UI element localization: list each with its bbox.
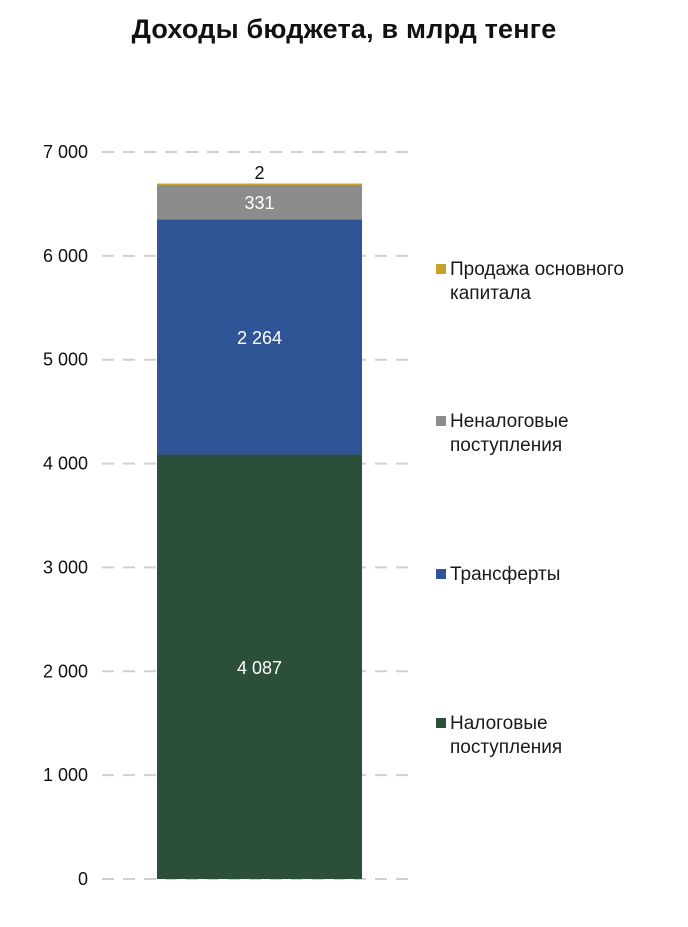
stacked-bar: [157, 183, 362, 879]
y-axis-tick-labels: 0 1 000 2 000 3 000 4 000 5 000 6 000 7 000: [43, 142, 88, 889]
legend-item: Налоговые поступления: [436, 713, 562, 758]
y-tick-label: 1 000: [43, 765, 88, 785]
legend-swatch: [436, 718, 446, 728]
y-tick-label: 4 000: [43, 454, 88, 474]
legend-label: поступления: [450, 737, 562, 758]
legend-swatch: [436, 416, 446, 426]
y-tick-label: 6 000: [43, 246, 88, 266]
bar-segment-1: [157, 454, 362, 879]
y-tick-label: 3 000: [43, 557, 88, 577]
data-labels: 4 087 2 264 331 2: [237, 163, 282, 678]
legend-label: Трансферты: [450, 564, 560, 585]
legend-swatch: [436, 569, 446, 579]
data-label: 2: [254, 163, 264, 183]
y-tick-label: 2 000: [43, 661, 88, 681]
data-label: 331: [244, 193, 274, 213]
y-tick-label: 0: [78, 869, 88, 889]
legend-swatch: [436, 264, 446, 274]
bar-segment-3: [157, 185, 362, 220]
legend-item: Трансферты: [436, 564, 560, 585]
legend-item: Продажа основного капитала: [436, 259, 624, 304]
legend-label: капитала: [450, 283, 531, 304]
bar-segment-2: [157, 219, 362, 455]
legend-label: поступления: [450, 435, 562, 456]
legend-label: Налоговые: [450, 713, 548, 734]
legend: Налоговые поступления Трансферты Неналоговы…: [436, 259, 624, 758]
y-tick-label: 7 000: [43, 142, 88, 162]
bar-segment-4: [157, 183, 362, 186]
chart-title: Доходы бюджета, в млрд тенге: [131, 14, 557, 44]
data-label: 4 087: [237, 658, 282, 678]
y-tick-label: 5 000: [43, 350, 88, 370]
legend-label: Неналоговые: [450, 411, 569, 432]
data-label: 2 264: [237, 328, 282, 348]
legend-item: Неналоговые поступления: [436, 411, 569, 456]
legend-label: Продажа основного: [450, 259, 624, 280]
